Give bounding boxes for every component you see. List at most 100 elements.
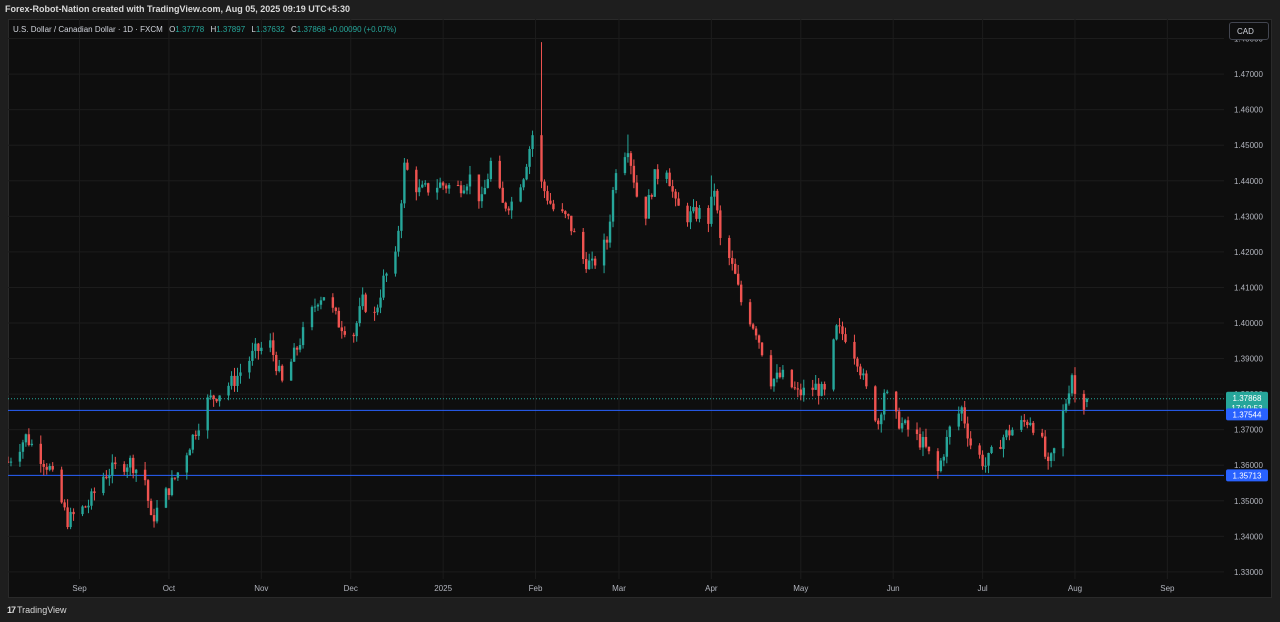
candle-body — [385, 273, 388, 276]
candle-body — [632, 165, 636, 183]
candle-body — [415, 169, 418, 193]
tradingview-mark-icon: 17 — [7, 605, 16, 615]
currency-badge[interactable]: CAD — [1229, 22, 1269, 40]
candle-body — [611, 190, 615, 222]
candle-body — [894, 391, 898, 412]
currency-label: CAD — [1237, 27, 1254, 36]
candle-body — [1020, 420, 1023, 430]
candle-body — [1005, 430, 1008, 438]
candle-body — [1032, 422, 1035, 433]
candle-body — [629, 153, 633, 166]
candle-body — [301, 327, 305, 346]
candlestick-chart[interactable]: 1.480001.470001.460001.450001.440001.430… — [8, 19, 1272, 598]
time-tick-label: Feb — [529, 584, 543, 593]
candle-body — [319, 300, 323, 305]
price-axis: 1.480001.470001.460001.450001.440001.430… — [1234, 35, 1263, 577]
candle-body — [1011, 429, 1014, 436]
candle-body — [361, 294, 364, 307]
candle-body — [918, 433, 922, 448]
level-price-tag — [1226, 408, 1268, 421]
candle-body — [424, 183, 427, 185]
candle-body — [468, 174, 472, 187]
candle-body — [164, 488, 168, 508]
candle-body — [564, 211, 567, 215]
low-label: L — [251, 25, 256, 34]
candle-body — [376, 307, 379, 313]
candle-body — [248, 360, 251, 373]
candle-body — [483, 187, 487, 195]
candle-body — [948, 426, 952, 437]
candle-body — [209, 395, 212, 398]
candle-body — [87, 505, 90, 508]
price-tick-label: 1.36000 — [1234, 461, 1263, 470]
symbol-legend: U.S. Dollar / Canadian Dollar · 1D · FXC… — [13, 24, 396, 36]
last-price-tag-value: 1.37868 — [1233, 394, 1262, 403]
candle-body — [957, 413, 960, 427]
time-tick-label: Jul — [977, 584, 987, 593]
candle-body — [817, 383, 820, 396]
credit-text: Forex-Robot-Nation created with TradingV… — [5, 4, 351, 14]
time-tick-label: Jun — [887, 584, 900, 593]
candle-body — [337, 310, 341, 328]
candle-body — [364, 294, 367, 312]
candle-body — [30, 443, 34, 446]
time-tick-label: Aug — [1068, 584, 1082, 593]
candle-body — [397, 230, 400, 252]
candle-body — [465, 186, 469, 191]
candle-body — [310, 307, 314, 328]
tradingview-logo[interactable]: 17 TradingView — [7, 604, 67, 616]
candle-body — [60, 469, 63, 503]
level-line-layer — [8, 398, 1224, 476]
time-tick-label: Nov — [254, 584, 268, 593]
candle-body — [608, 221, 612, 243]
candle-body — [978, 445, 981, 455]
candle-body — [507, 208, 510, 211]
candle-body — [1008, 430, 1011, 436]
candle-body — [39, 443, 42, 464]
candle-body — [653, 169, 656, 197]
candle-body — [1046, 456, 1050, 461]
grid-layer — [8, 19, 1224, 579]
candle-body — [355, 323, 358, 337]
candle-body — [880, 414, 883, 425]
candle-body — [486, 179, 490, 188]
candle-body — [403, 162, 406, 204]
candle-body — [45, 466, 48, 470]
price-tick-label: 1.37000 — [1234, 426, 1263, 435]
candle-body — [811, 387, 814, 390]
candle-body — [1070, 375, 1074, 394]
candle-body — [239, 372, 242, 376]
candle-body — [689, 211, 692, 223]
candle-body — [877, 420, 880, 425]
candle-body — [549, 200, 552, 204]
candle-body — [921, 437, 925, 448]
candle-body — [734, 263, 737, 274]
candle-body — [382, 275, 385, 298]
candle-body — [900, 423, 904, 429]
candle-body — [605, 239, 609, 243]
candle-body — [406, 162, 409, 170]
level-price-tag — [1226, 469, 1268, 482]
candle-body — [1052, 448, 1056, 454]
candle-body — [272, 340, 275, 356]
candle-body — [21, 442, 25, 452]
candle-body — [528, 148, 531, 167]
candle-body — [754, 328, 758, 336]
time-tick-label: Mar — [612, 584, 626, 593]
candle-body — [146, 480, 150, 501]
candle-body — [626, 153, 630, 158]
candle-body — [772, 378, 776, 387]
candle-body — [832, 339, 835, 390]
candle-body — [647, 195, 650, 219]
candle-body — [695, 207, 698, 219]
price-tick-label: 1.42000 — [1234, 248, 1263, 257]
candle-body — [421, 184, 424, 188]
candle-body — [999, 446, 1002, 449]
candle-body — [126, 467, 129, 472]
candle-body — [331, 297, 335, 308]
last-price-tag — [1226, 391, 1268, 414]
candle-body — [275, 355, 278, 372]
candle-body — [441, 182, 445, 186]
candle-body — [66, 507, 69, 528]
